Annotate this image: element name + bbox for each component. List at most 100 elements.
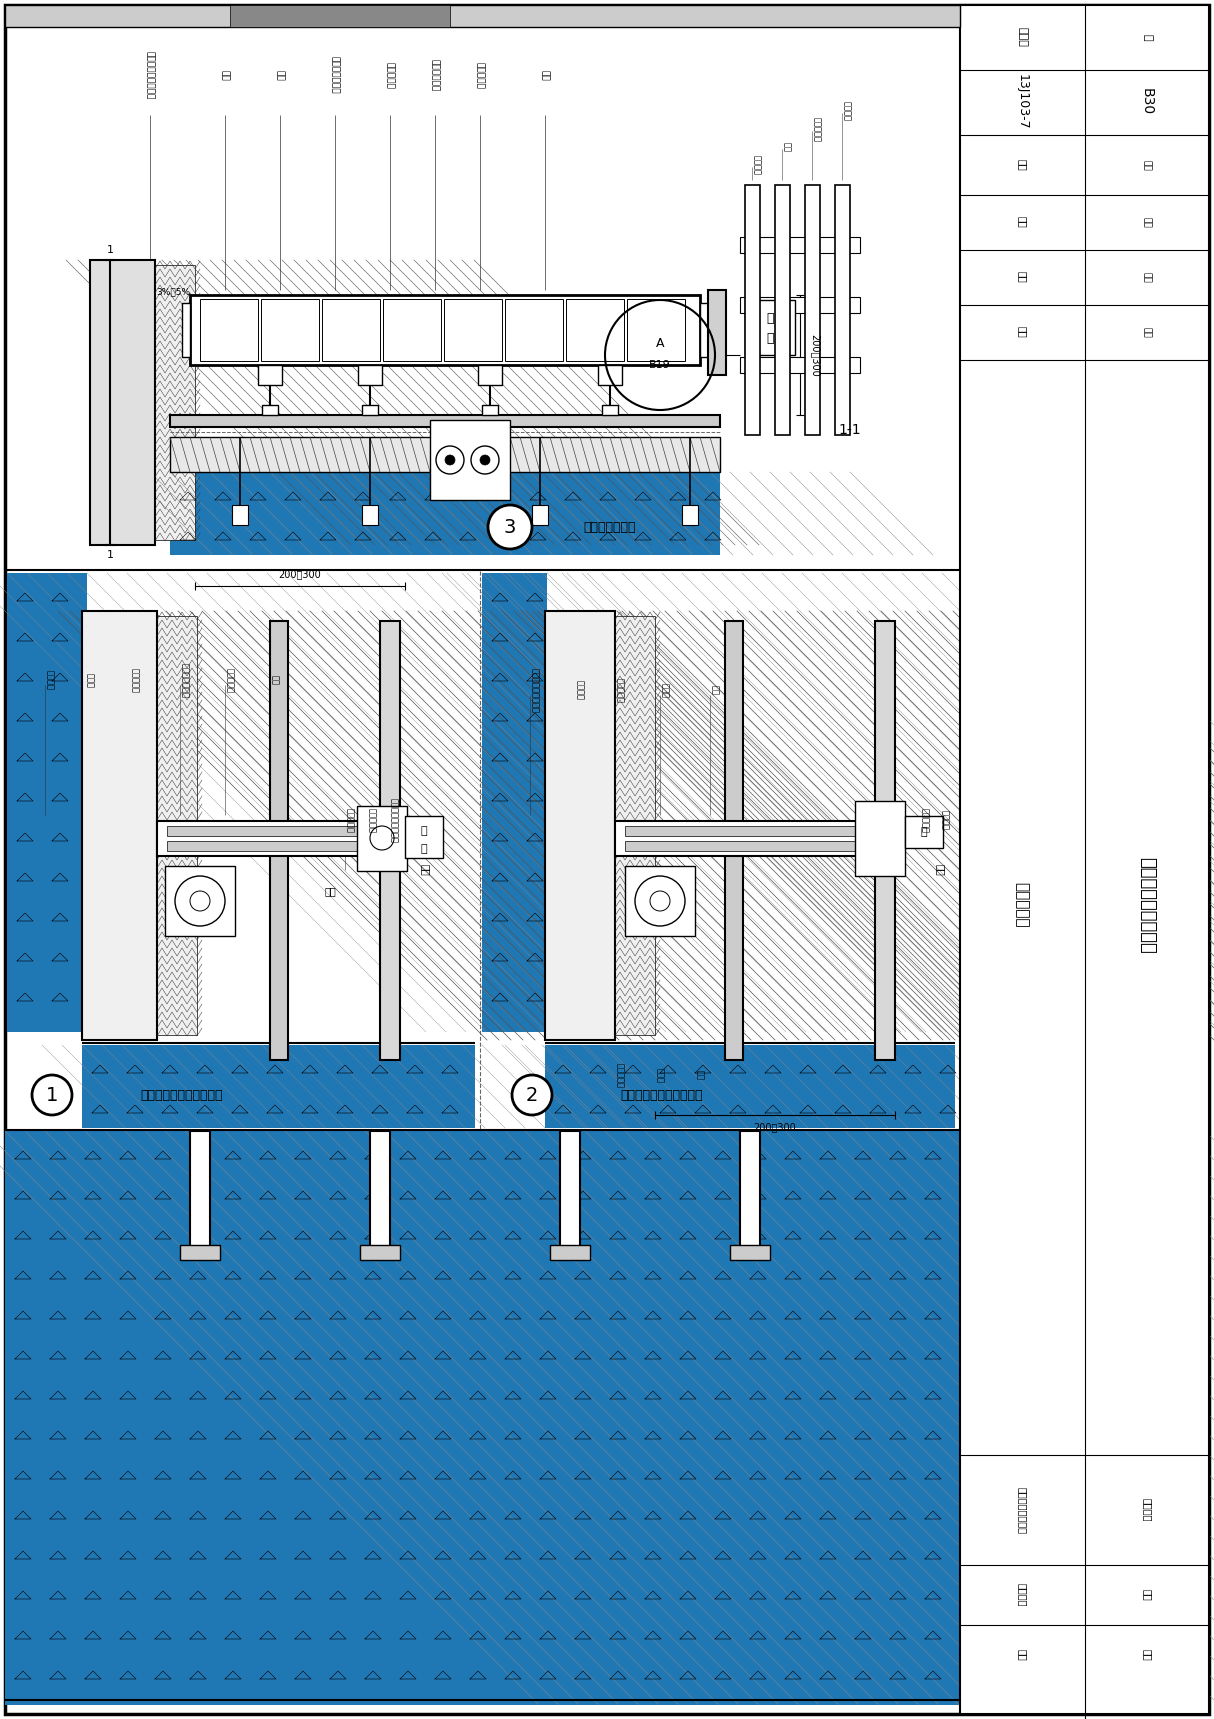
Bar bbox=[430, 419, 510, 500]
Bar bbox=[370, 1131, 390, 1251]
Circle shape bbox=[488, 505, 532, 548]
Circle shape bbox=[480, 456, 490, 466]
Bar bbox=[5, 5, 960, 28]
Bar bbox=[270, 621, 288, 1061]
Bar bbox=[615, 615, 656, 1035]
Bar bbox=[5, 1131, 960, 1705]
Bar bbox=[482, 406, 498, 414]
Bar bbox=[170, 437, 720, 473]
Bar bbox=[625, 841, 885, 851]
Bar bbox=[358, 364, 382, 385]
Text: 校对: 校对 bbox=[1142, 1649, 1152, 1661]
Text: 3: 3 bbox=[504, 517, 516, 536]
Text: 侧封边、封顶节点图: 侧封边、封顶节点图 bbox=[1138, 856, 1156, 954]
Bar bbox=[444, 299, 503, 361]
Bar bbox=[362, 406, 378, 414]
Bar bbox=[180, 1245, 220, 1260]
Bar bbox=[545, 610, 615, 1040]
Text: 铝合金花件: 铝合金花件 bbox=[615, 677, 624, 703]
Text: 1: 1 bbox=[107, 246, 113, 254]
Bar bbox=[5, 1131, 960, 1705]
Text: 其他外装饰材料示意: 其他外装饰材料示意 bbox=[146, 52, 154, 100]
Bar bbox=[182, 303, 191, 358]
Bar bbox=[741, 1131, 760, 1251]
Text: 基层墙体: 基层墙体 bbox=[575, 681, 584, 700]
Bar bbox=[550, 1245, 590, 1260]
Bar bbox=[405, 817, 443, 858]
Text: 标准设计: 标准设计 bbox=[1017, 1583, 1027, 1607]
Bar bbox=[545, 1045, 955, 1128]
Bar bbox=[708, 291, 726, 375]
Bar bbox=[322, 299, 380, 361]
Bar bbox=[545, 610, 615, 1040]
Circle shape bbox=[512, 1074, 552, 1116]
Bar bbox=[170, 473, 720, 555]
Bar bbox=[741, 358, 860, 373]
Bar bbox=[725, 621, 743, 1061]
Bar bbox=[599, 364, 622, 385]
Text: 200～300: 200～300 bbox=[810, 333, 819, 376]
Bar bbox=[83, 1045, 475, 1128]
Text: 审核: 审核 bbox=[1142, 1588, 1152, 1600]
Bar bbox=[229, 5, 450, 28]
Bar bbox=[682, 505, 698, 524]
Bar bbox=[157, 615, 197, 1035]
Bar bbox=[741, 297, 860, 313]
Bar bbox=[168, 827, 407, 835]
Text: 封顶竖剖节点图: 封顶竖剖节点图 bbox=[584, 521, 636, 533]
Bar bbox=[566, 299, 624, 361]
Bar bbox=[382, 299, 441, 361]
Text: 横梁: 横梁 bbox=[540, 70, 550, 81]
Bar bbox=[775, 186, 790, 435]
Circle shape bbox=[446, 456, 455, 466]
Bar bbox=[741, 237, 860, 253]
Text: 其他外装饰材料示意: 其他外装饰材料示意 bbox=[388, 798, 398, 842]
Bar bbox=[745, 301, 795, 356]
Text: 上插下挂式: 上插下挂式 bbox=[1015, 882, 1029, 928]
Text: 200～300: 200～300 bbox=[279, 569, 322, 579]
Bar bbox=[560, 1131, 580, 1251]
Text: 校核审批: 校核审批 bbox=[1142, 1499, 1152, 1521]
Text: 外: 外 bbox=[920, 827, 927, 837]
Text: 横梁: 横梁 bbox=[324, 885, 336, 896]
Text: 签名: 签名 bbox=[1142, 327, 1152, 337]
Bar bbox=[625, 866, 694, 937]
Bar bbox=[478, 364, 503, 385]
Text: 侧封边横剖节点图（一）: 侧封边横剖节点图（一） bbox=[141, 1088, 223, 1102]
Text: 不锈钢螺栓组件: 不锈钢螺栓组件 bbox=[180, 662, 189, 698]
Text: 铝合金垫片: 铝合金垫片 bbox=[345, 808, 354, 832]
Bar bbox=[90, 260, 155, 545]
Bar bbox=[83, 610, 157, 1040]
Text: 1: 1 bbox=[107, 550, 113, 560]
Text: 图集号: 图集号 bbox=[1017, 28, 1027, 46]
Bar bbox=[357, 806, 407, 872]
Bar bbox=[191, 296, 700, 364]
Text: 签名: 签名 bbox=[1142, 217, 1152, 227]
Bar bbox=[904, 817, 943, 847]
Text: 防水透汽层: 防水透汽层 bbox=[130, 667, 138, 693]
Text: 签名: 签名 bbox=[1142, 160, 1152, 170]
Bar bbox=[361, 1245, 399, 1260]
Text: 支撑连接件: 支撑连接件 bbox=[225, 667, 234, 693]
Text: 审核: 审核 bbox=[1017, 272, 1027, 284]
Circle shape bbox=[32, 1074, 72, 1116]
Bar bbox=[83, 610, 157, 1040]
Bar bbox=[482, 572, 548, 1031]
Bar bbox=[83, 1045, 475, 1128]
Text: 1-1: 1-1 bbox=[839, 423, 861, 437]
Bar bbox=[380, 621, 399, 1061]
Text: 1: 1 bbox=[46, 1085, 58, 1105]
Bar bbox=[615, 822, 895, 856]
Text: 自攻螺钉: 自攻螺钉 bbox=[843, 101, 851, 120]
Text: B30: B30 bbox=[1140, 88, 1155, 115]
Text: 镀锌钢角码: 镀锌钢角码 bbox=[920, 808, 929, 832]
Bar bbox=[7, 572, 87, 1031]
Text: 陶板: 陶板 bbox=[782, 143, 792, 151]
Bar bbox=[165, 866, 236, 937]
Text: 外: 外 bbox=[421, 827, 427, 835]
Text: 铝合金挂件: 铝合金挂件 bbox=[367, 808, 376, 832]
Text: 钢: 钢 bbox=[421, 844, 427, 854]
Text: 铝合金挂件: 铝合金挂件 bbox=[386, 62, 395, 88]
Text: 铝合金: 铝合金 bbox=[660, 682, 669, 698]
Bar bbox=[83, 610, 157, 1040]
